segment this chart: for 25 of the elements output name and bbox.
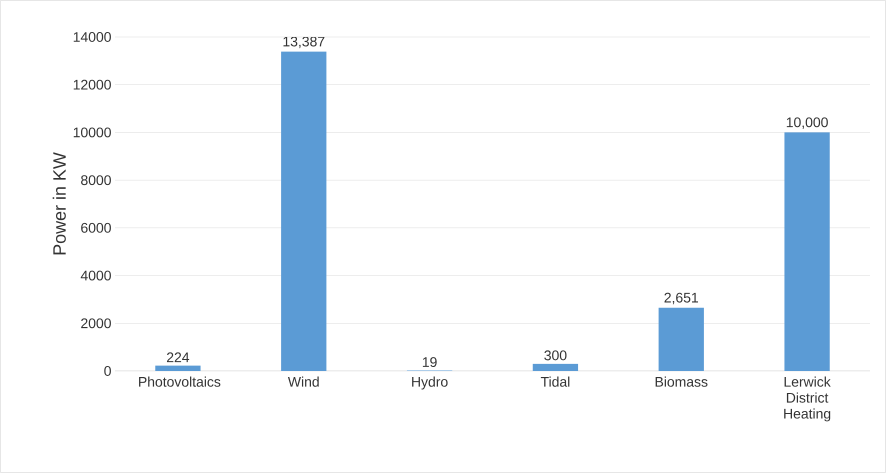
- bar: [658, 308, 704, 371]
- x-tick-label: Tidal: [540, 376, 570, 387]
- y-tick-label: 8000: [81, 175, 111, 186]
- x-tick-label: Biomass: [656, 376, 708, 387]
- y-tick-label: 12000: [74, 80, 111, 90]
- y-tick-label: 0: [104, 366, 111, 376]
- y-tick-label: 4000: [80, 270, 111, 281]
- y-tick-label: 10000: [74, 127, 111, 138]
- x-tick-label: Lerwick District Heating: [784, 376, 831, 422]
- y-axis-title: Power in KW: [52, 152, 66, 254]
- y-tick-label: 2000: [81, 318, 111, 328]
- x-tick-label: Photovoltaics: [139, 376, 220, 387]
- data-label: 19: [422, 357, 437, 368]
- bar: [155, 366, 201, 371]
- data-label: 224: [166, 352, 190, 362]
- x-tick-label: Wind: [288, 376, 319, 387]
- y-tick-label: 14000: [74, 32, 111, 42]
- y-tick-label: 6000: [81, 222, 111, 233]
- bar: [532, 364, 578, 371]
- bar: [784, 132, 830, 371]
- data-label: 10,000: [786, 117, 828, 129]
- data-label: 2,651: [664, 292, 698, 304]
- data-label: 300: [544, 350, 567, 360]
- bar: [281, 52, 326, 371]
- x-tick-label: Hydro: [412, 376, 448, 390]
